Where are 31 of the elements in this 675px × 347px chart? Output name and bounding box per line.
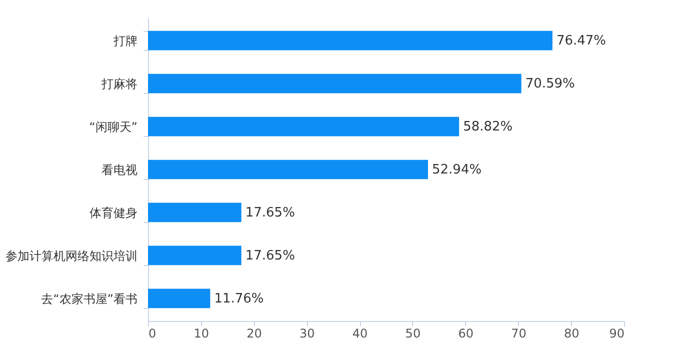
x-tick-label: 40 — [352, 326, 368, 340]
x-tick-label: 10 — [194, 326, 210, 340]
bar — [148, 160, 428, 180]
x-tick-label: 30 — [300, 326, 315, 340]
y-tick-label: “闲聊天” — [89, 120, 138, 134]
data-label: 70.59% — [525, 76, 575, 92]
data-label: 76.47% — [556, 34, 606, 49]
y-tick-label: 打麻将 — [100, 77, 138, 92]
bar — [148, 246, 242, 266]
bar — [148, 30, 552, 50]
x-tick-label: 90 — [609, 326, 624, 340]
data-label: 58.82% — [463, 120, 513, 135]
bar — [148, 116, 460, 136]
bar — [148, 74, 522, 94]
y-tick-label: 参加计算机网络知识培训 — [6, 248, 138, 263]
x-tick-label: 70 — [511, 326, 526, 340]
x-tick-label: 50 — [405, 326, 421, 340]
x-tick-label: 80 — [564, 326, 580, 340]
x-tick-label: 0 — [148, 326, 156, 340]
y-tick-label: 体育健身 — [90, 206, 138, 220]
y-tick-label: 去“农家书屋”看书 — [41, 292, 138, 306]
data-label: 52.94% — [432, 162, 482, 178]
bar — [148, 288, 210, 308]
bar — [148, 202, 242, 222]
data-label: 11.76% — [214, 291, 264, 306]
y-tick-label: 打牌 — [112, 34, 138, 48]
data-label: 17.65% — [245, 248, 295, 264]
x-tick-label: 20 — [246, 326, 262, 340]
x-tick-label: 60 — [458, 326, 474, 340]
y-tick-label: 看电视 — [102, 163, 138, 177]
data-label: 17.65% — [245, 205, 295, 220]
